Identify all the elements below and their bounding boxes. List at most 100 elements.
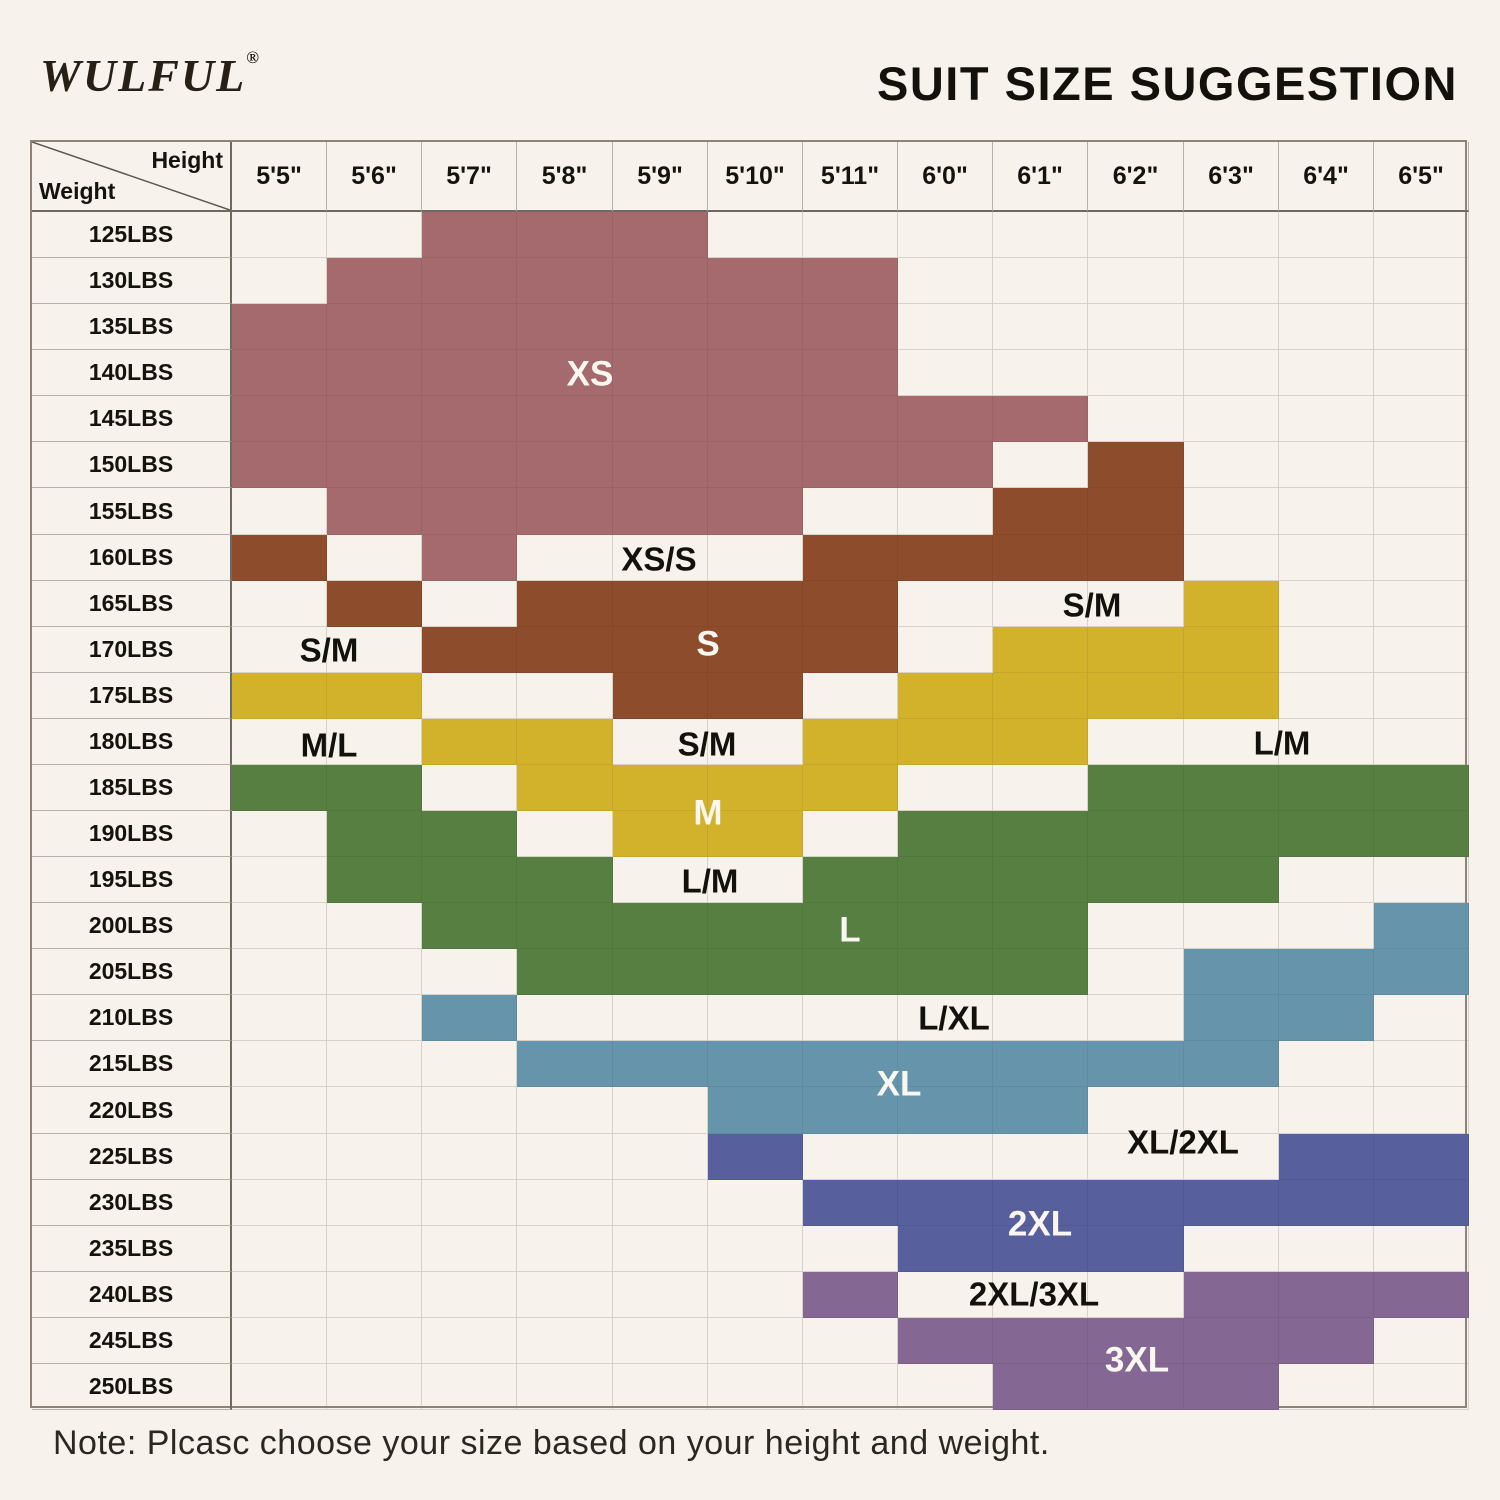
grid-cell-size-XL (517, 1041, 613, 1087)
grid-cell-size-L (327, 765, 422, 811)
grid-cell-empty (1374, 627, 1469, 673)
grid-cell-size-2XL (1088, 1226, 1184, 1272)
grid-cell-size-XS (613, 258, 708, 304)
grid-cell-empty (708, 719, 803, 765)
grid-cell-empty (708, 1364, 803, 1410)
row-header-weight: 185LBS (32, 765, 232, 811)
grid-cell-size-2XL (1374, 1180, 1469, 1226)
grid-cell-size-M (1088, 627, 1184, 673)
grid-cell-size-S (993, 535, 1088, 581)
grid-cell-size-XS (613, 488, 708, 535)
grid-cell-empty (232, 212, 327, 258)
column-header-height: 5'9" (613, 142, 708, 212)
grid-cell-empty (613, 1272, 708, 1318)
grid-cell-size-XS (613, 442, 708, 488)
grid-cell-size-L (1088, 811, 1184, 857)
grid-cell-empty (1279, 581, 1374, 627)
column-header-height: 5'10" (708, 142, 803, 212)
grid-cell-empty (1279, 212, 1374, 258)
grid-cell-empty (422, 581, 517, 627)
grid-cell-size-XL (803, 1041, 898, 1087)
row-header-weight: 250LBS (32, 1364, 232, 1410)
column-header-height: 6'1" (993, 142, 1088, 212)
column-header-height: 5'11" (803, 142, 898, 212)
row-header-weight: 145LBS (32, 396, 232, 442)
page-title: SUIT SIZE SUGGESTION (876, 57, 1458, 110)
row-header-weight: 130LBS (32, 258, 232, 304)
grid-cell-size-XL (422, 995, 517, 1041)
size-label: XL (876, 1064, 922, 1104)
grid-cell-size-2XL (993, 1226, 1088, 1272)
grid-cell-empty (517, 1087, 613, 1134)
grid-cell-empty (898, 258, 993, 304)
grid-cell-empty (517, 1134, 613, 1180)
grid-cell-empty (327, 1134, 422, 1180)
size-label: M (693, 793, 723, 833)
grid-cell-empty (232, 811, 327, 857)
grid-cell-size-S (708, 673, 803, 719)
grid-cell-size-XS (422, 350, 517, 396)
grid-cell-empty (708, 1318, 803, 1364)
grid-cell-empty (1374, 442, 1469, 488)
grid-cell-empty (422, 1087, 517, 1134)
size-label: S/M (677, 725, 737, 763)
grid-cell-size-S (993, 488, 1088, 535)
grid-cell-empty (708, 1272, 803, 1318)
grid-cell-size-3XL (898, 1318, 993, 1364)
size-label: L/XL (918, 999, 990, 1037)
grid-cell-size-XS (613, 304, 708, 350)
grid-cell-empty (1184, 719, 1279, 765)
row-header-weight: 180LBS (32, 719, 232, 765)
column-header-height: 5'8" (517, 142, 613, 212)
grid-cell-empty (613, 1364, 708, 1410)
grid-cell-empty (517, 1272, 613, 1318)
grid-cell-empty (1088, 1087, 1184, 1134)
grid-cell-size-L (517, 949, 613, 995)
row-header-weight: 215LBS (32, 1041, 232, 1087)
grid-cell-size-XL (1184, 949, 1279, 995)
grid-cell-size-L (803, 949, 898, 995)
size-label: XS/S (621, 540, 697, 578)
grid-cell-empty (422, 1134, 517, 1180)
grid-cell-empty (613, 1318, 708, 1364)
grid-cell-empty (993, 1134, 1088, 1180)
grid-cell-size-L (613, 903, 708, 949)
grid-cell-empty (708, 1180, 803, 1226)
grid-cell-size-XL (1279, 949, 1374, 995)
grid-cell-size-L (993, 903, 1088, 949)
grid-cell-empty (1374, 857, 1469, 903)
grid-cell-empty (327, 1272, 422, 1318)
grid-cell-size-XS (422, 396, 517, 442)
grid-cell-empty (1279, 719, 1374, 765)
grid-cell-empty (803, 1226, 898, 1272)
grid-cell-empty (1184, 1087, 1279, 1134)
column-header-height: 6'2" (1088, 142, 1184, 212)
grid-cell-size-XS (613, 350, 708, 396)
grid-cell-empty (232, 1272, 327, 1318)
grid-cell-size-M (803, 719, 898, 765)
grid-cell-empty (803, 212, 898, 258)
grid-cell-size-3XL (1279, 1272, 1374, 1318)
grid-cell-size-XS (422, 488, 517, 535)
grid-cell-size-S (613, 581, 708, 627)
grid-cell-size-XS (422, 304, 517, 350)
grid-cell-size-M (1184, 673, 1279, 719)
grid-cell-empty (613, 857, 708, 903)
grid-cell-size-2XL (1279, 1180, 1374, 1226)
grid-cell-size-M (898, 673, 993, 719)
size-label: L/M (681, 862, 739, 900)
row-header-weight: 170LBS (32, 627, 232, 673)
grid-cell-empty (422, 765, 517, 811)
grid-cell-size-XL (708, 1087, 803, 1134)
grid-cell-empty (1374, 396, 1469, 442)
grid-cell-size-S (803, 581, 898, 627)
grid-cell-size-XL (1374, 949, 1469, 995)
grid-cell-size-L (1184, 857, 1279, 903)
grid-cell-empty (1374, 673, 1469, 719)
grid-cell-empty (803, 1364, 898, 1410)
grid-cell-empty (327, 903, 422, 949)
column-header-height: 6'0" (898, 142, 993, 212)
grid-cell-size-XL (1184, 995, 1279, 1041)
grid-cell-empty (1279, 1226, 1374, 1272)
grid-cell-empty (613, 1180, 708, 1226)
